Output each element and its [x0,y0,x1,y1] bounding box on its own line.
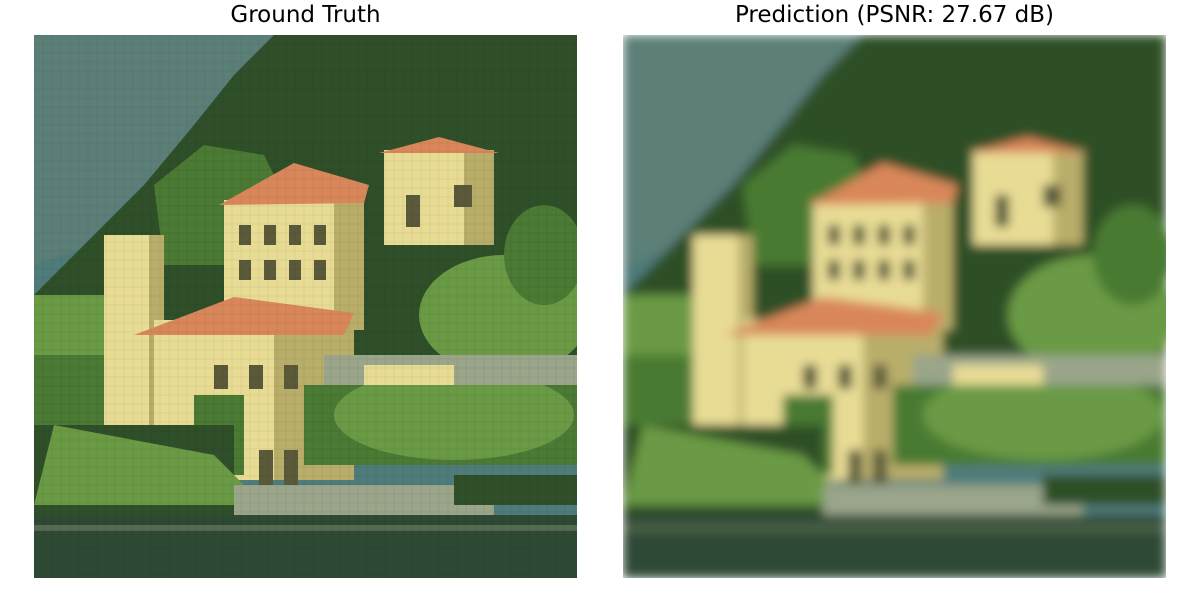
prediction-title: Prediction (PSNR: 27.67 dB) [734,2,1055,28]
prediction-scene [623,35,1166,578]
ground-truth-scene [34,35,577,578]
ground-truth-title: Ground Truth [230,2,381,28]
villa-scene-blurred [623,35,1166,578]
ground-truth-image [34,35,577,578]
prediction-image [623,35,1166,578]
